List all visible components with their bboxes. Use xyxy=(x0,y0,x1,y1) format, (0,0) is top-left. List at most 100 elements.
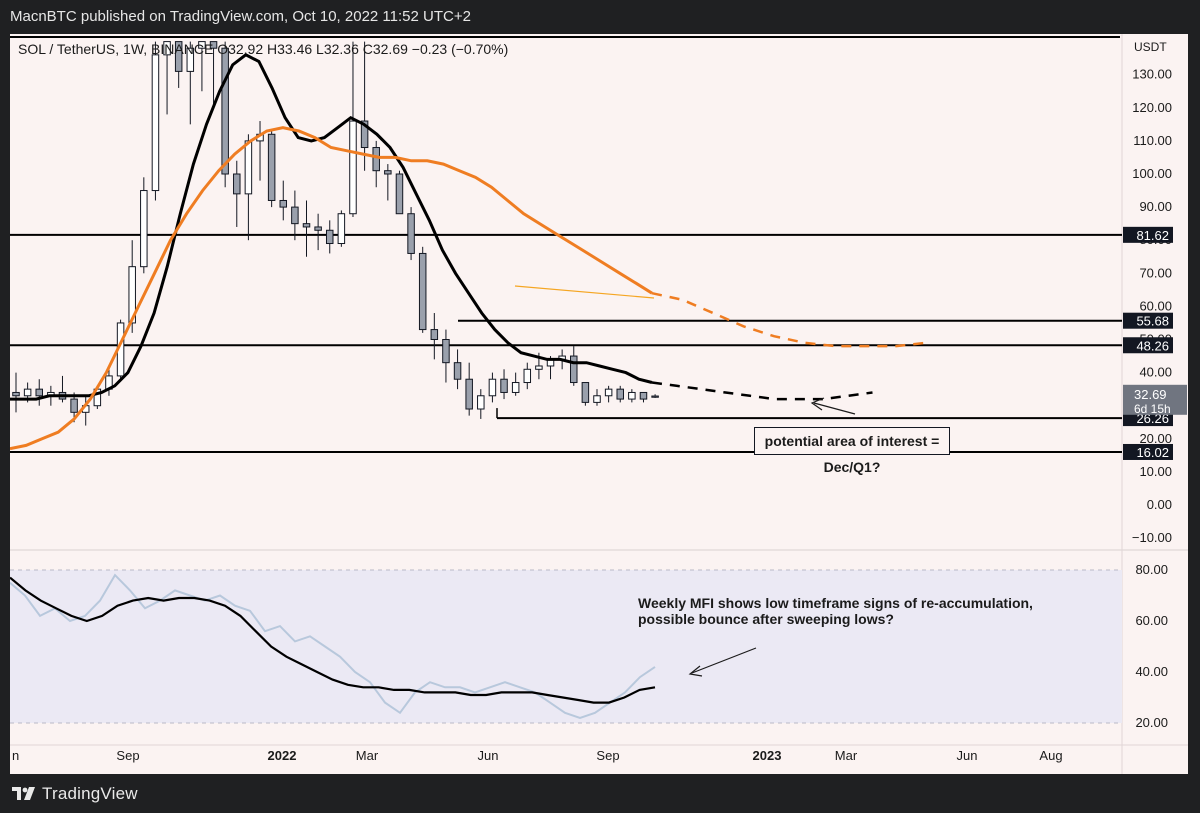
level-badge-label: 81.62 xyxy=(1136,228,1169,243)
level-badge xyxy=(1123,443,1173,460)
time-axis-label: Sep xyxy=(116,748,139,763)
candle-body xyxy=(593,395,601,403)
candle-body xyxy=(337,213,346,245)
price-tick-label: 10.00 xyxy=(1139,464,1172,479)
footer: TradingView xyxy=(0,775,1200,813)
mfi-tick-label: 20.00 xyxy=(1135,715,1168,730)
candle-body xyxy=(279,199,288,208)
time-axis-label: Sep xyxy=(596,748,619,763)
candle-body xyxy=(535,365,543,370)
tradingview-brand[interactable]: TradingView xyxy=(12,784,138,804)
last-price-countdown: 6d 15h xyxy=(1134,402,1171,416)
level-badge-label: 55.68 xyxy=(1136,314,1169,329)
tradingview-logo-icon xyxy=(12,787,35,800)
last-price-label: 32.69 xyxy=(1134,387,1167,402)
candle-body xyxy=(616,388,624,400)
level-badge xyxy=(1123,337,1173,354)
ma-slow-projection xyxy=(651,291,927,348)
mfi-smooth-line xyxy=(10,576,656,704)
candle-body xyxy=(151,54,160,192)
time-axis-label: Mar xyxy=(356,748,379,763)
candle-body xyxy=(174,41,183,72)
candle-body xyxy=(639,391,648,400)
time-axis-label: Aug xyxy=(1039,748,1062,763)
arrow-head-1 xyxy=(810,397,825,411)
candle-body xyxy=(325,229,334,245)
publish-info: MacnBTC published on TradingView.com, Oc… xyxy=(10,8,471,25)
candle-body xyxy=(233,173,241,195)
price-tick-label: 0.00 xyxy=(1147,497,1172,512)
price-tick-label: 90.00 xyxy=(1139,199,1172,214)
time-axis-label: Mar xyxy=(835,748,858,763)
candle-body xyxy=(395,173,404,215)
candle-body xyxy=(570,355,578,384)
arrow-shaft-1 xyxy=(813,402,856,415)
candle-body xyxy=(651,395,659,398)
last-price-badge xyxy=(1123,384,1187,415)
time-axis-label: Jun xyxy=(957,748,978,763)
price-tick-label: 100.00 xyxy=(1132,166,1172,181)
candle-body xyxy=(302,223,311,228)
area-of-interest-note: potential area of interest = Dec/Q1? xyxy=(754,427,950,475)
candle-body xyxy=(477,395,485,410)
candle-body xyxy=(453,362,462,380)
mfi-tick-label: 80.00 xyxy=(1135,562,1168,577)
candle-body xyxy=(35,388,43,397)
candle-body xyxy=(244,140,253,195)
symbol-legend: SOL / TetherUS, 1W, BINANCE O32.92 H33.4… xyxy=(18,41,508,57)
price-scale-currency: USDT xyxy=(1134,40,1167,54)
mfi-tick-label: 40.00 xyxy=(1135,664,1168,679)
candle-body xyxy=(407,213,415,254)
mfi-note: Weekly MFI shows low timeframe signs of … xyxy=(638,595,1033,627)
time-axis-clipped-label: n xyxy=(12,748,19,763)
candles-group xyxy=(10,41,927,451)
level-badge xyxy=(1123,226,1173,243)
candle-body xyxy=(430,329,439,341)
mfi-raw-line xyxy=(10,573,656,719)
candle-body xyxy=(581,382,590,403)
candle-body xyxy=(360,120,369,149)
ma-slow-line xyxy=(10,126,653,451)
candle-body xyxy=(442,339,450,364)
mfi-note-line-2: possible bounce after sweeping lows? xyxy=(638,611,894,627)
price-tick-label: −10.00 xyxy=(1132,530,1172,545)
level-badge-label: 16.02 xyxy=(1136,445,1169,460)
price-tick-label: 130.00 xyxy=(1132,67,1172,82)
ohlc-values: O32.92 H33.46 L32.36 C32.69 −0.23 (−0.70… xyxy=(217,41,509,57)
candle-body xyxy=(511,382,520,393)
orange-trendline xyxy=(514,285,655,299)
candle-body xyxy=(372,147,380,172)
candle-body xyxy=(314,226,322,231)
candle-body xyxy=(140,190,148,268)
candle-body xyxy=(500,378,508,393)
candle-body xyxy=(488,378,497,397)
candle-body xyxy=(628,391,636,400)
levels-group xyxy=(10,233,1122,453)
candle-body xyxy=(604,388,613,397)
mfi-note-line-1: Weekly MFI shows low timeframe signs of … xyxy=(638,595,1033,611)
level-badge-label: 26.26 xyxy=(1136,411,1169,426)
candle-body xyxy=(221,47,229,175)
candle-body xyxy=(384,170,392,175)
level-badge xyxy=(1123,312,1173,329)
tradingview-text: TradingView xyxy=(42,784,138,803)
candle-body xyxy=(23,388,32,397)
candle-body xyxy=(163,41,171,56)
ma-fast-projection xyxy=(651,381,873,401)
candle-body xyxy=(291,206,299,225)
price-tick-label: 120.00 xyxy=(1132,100,1172,115)
candle-body xyxy=(186,47,195,72)
time-axis-label: Jun xyxy=(478,748,499,763)
price-tick-label: 60.00 xyxy=(1139,298,1172,313)
arrow-head-2 xyxy=(688,665,703,677)
price-tick-label: 20.00 xyxy=(1139,431,1172,446)
candle-body xyxy=(523,368,532,384)
candle-body xyxy=(465,378,473,410)
candle-body xyxy=(198,41,206,49)
price-tick-label: 40.00 xyxy=(1139,365,1172,380)
symbol-label: SOL / TetherUS, 1W, BINANCE xyxy=(18,41,214,57)
candle-body xyxy=(12,391,20,397)
arrow-shaft-2 xyxy=(691,647,757,674)
candle-body xyxy=(70,398,78,413)
